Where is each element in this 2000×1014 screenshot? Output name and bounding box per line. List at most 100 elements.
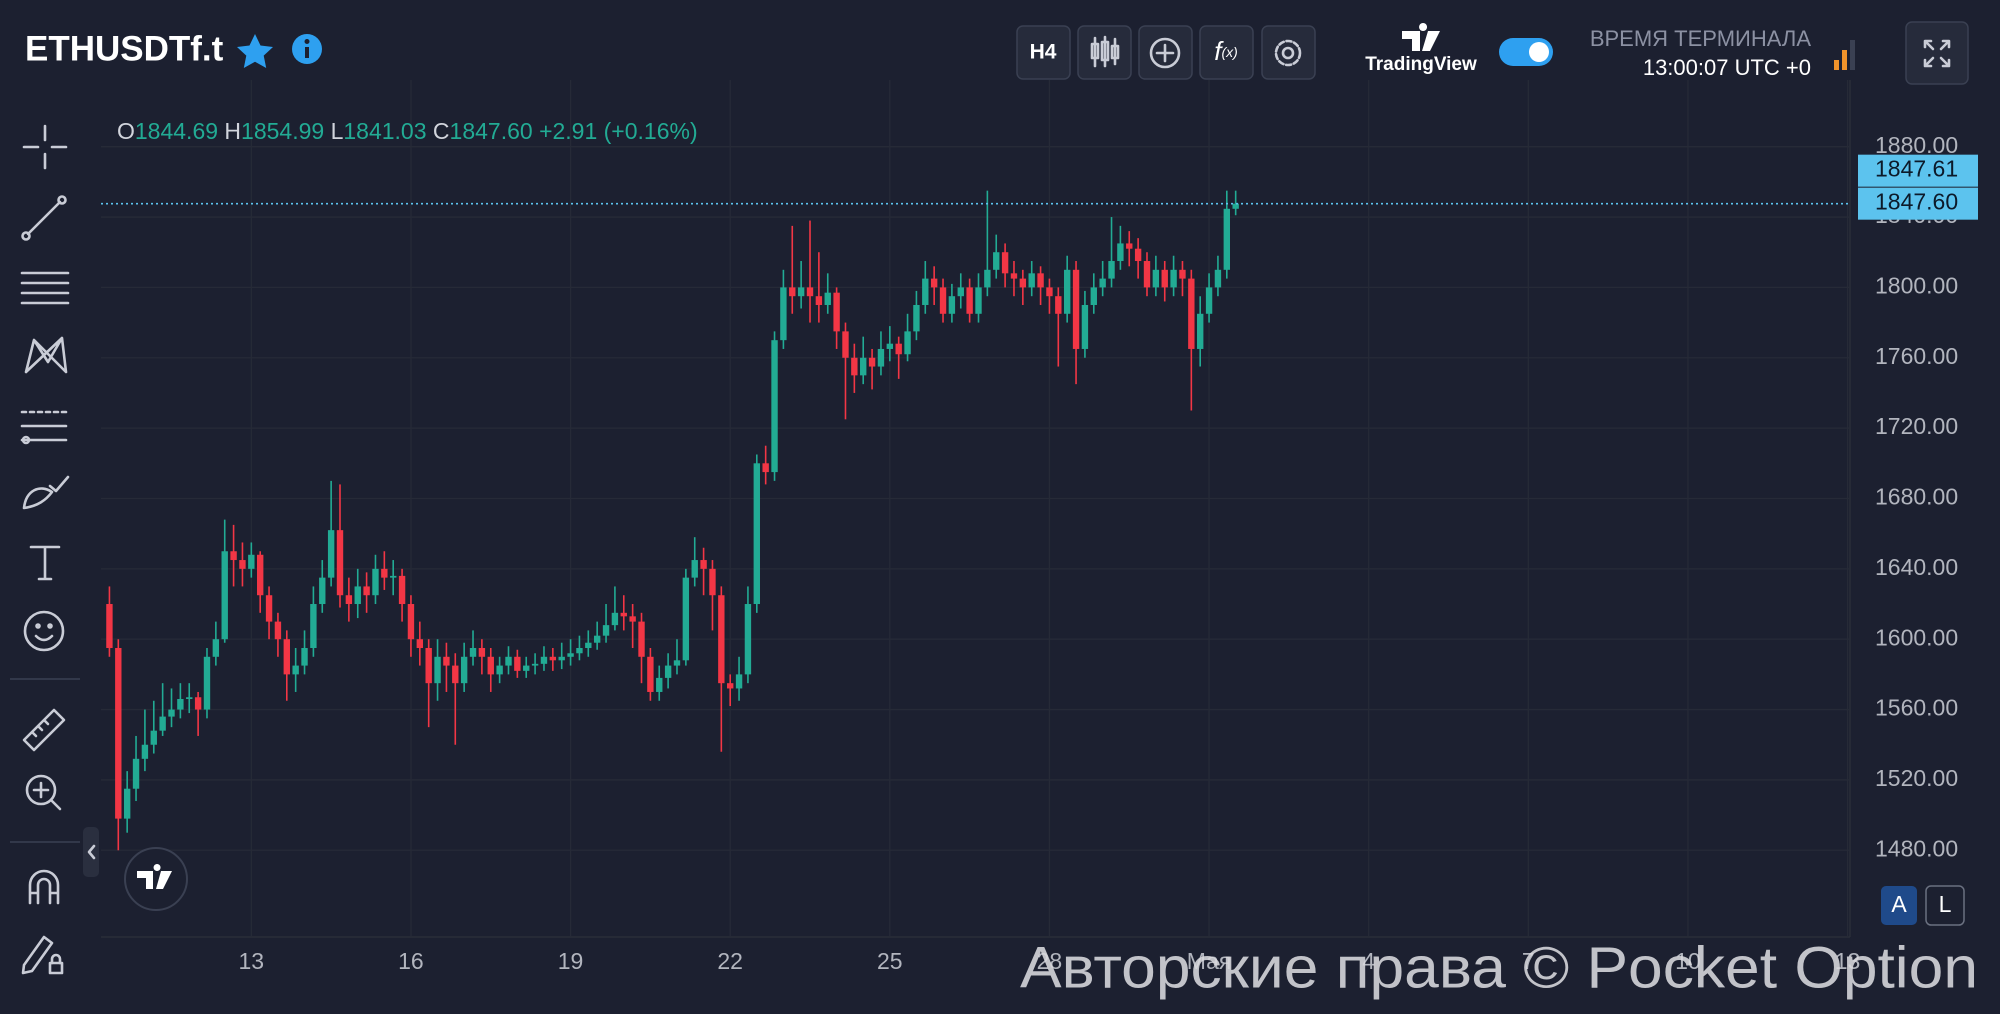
lock-drawings-tool[interactable] (21, 935, 64, 975)
candle-body (159, 716, 166, 731)
candle-body (939, 287, 947, 314)
candle-body (975, 287, 982, 314)
trendline-tool[interactable] (21, 195, 67, 241)
candle-body (1001, 252, 1009, 274)
candle-body (638, 621, 645, 657)
candle-body (407, 604, 415, 640)
toggle[interactable] (1499, 38, 1553, 66)
legend-value: 1847.60 (450, 118, 533, 144)
legend-value: 1844.69 (135, 118, 218, 144)
x-tick-label: 25 (877, 948, 903, 974)
legend-change: +2.91 (+0.16%) (539, 118, 698, 144)
candle-body (523, 665, 530, 671)
candle-body (753, 463, 760, 605)
candle-body (868, 357, 876, 367)
candle-body (194, 697, 202, 710)
candle-body (336, 530, 344, 596)
y-tick-label: 1760.00 (1875, 343, 1958, 369)
candle-body (700, 560, 707, 569)
candle-body (230, 551, 237, 561)
text-tool[interactable] (29, 545, 61, 581)
magnet-tool[interactable] (28, 869, 60, 905)
candle-body (390, 575, 397, 578)
candle-body (345, 595, 353, 605)
candle-body (895, 343, 902, 355)
candle-body (922, 278, 929, 305)
candle-body (168, 709, 175, 717)
log-scale-button[interactable]: L (1925, 885, 1965, 926)
prediction-tool[interactable] (20, 410, 68, 445)
candle-body (886, 343, 894, 349)
candle-body (549, 656, 557, 661)
x-tick-label: 28 (1037, 948, 1063, 974)
y-tick-label: 1640.00 (1875, 554, 1958, 580)
pattern-tool[interactable] (24, 336, 68, 374)
emoji-tool[interactable] (23, 610, 65, 652)
candle-body (771, 340, 778, 473)
candle-body (877, 348, 885, 367)
y-tick-label: 1560.00 (1875, 695, 1958, 721)
price-tag-label: 1847.60 (1875, 189, 1958, 215)
auto-scale-button[interactable]: A (1881, 886, 1917, 925)
x-tick-label: 19 (558, 948, 584, 974)
candle-body (256, 554, 264, 596)
x-tick-label: 4 (1362, 948, 1375, 974)
candle-body (727, 683, 734, 689)
candle-body (620, 612, 627, 617)
candle-body (1134, 248, 1142, 262)
x-tick-label: 22 (717, 948, 743, 974)
candle-body (1223, 208, 1230, 270)
candle-body (1081, 304, 1089, 349)
candle-body (1205, 287, 1213, 314)
fullscreen-button[interactable] (1905, 21, 1969, 85)
candle-body (354, 586, 361, 605)
info-icon[interactable] (292, 34, 322, 64)
candle-body (381, 568, 388, 578)
candle-body (585, 642, 592, 648)
candle-body (593, 635, 601, 643)
favorite-star[interactable] (237, 34, 273, 68)
collapse-toolbar[interactable] (83, 827, 99, 877)
candle-body (780, 287, 787, 341)
candle-body (1170, 269, 1177, 288)
symbol[interactable]: ETHUSDTf.t (25, 29, 224, 68)
crosshair-tool[interactable] (22, 124, 68, 170)
candle-body (815, 296, 823, 305)
candle-body (186, 697, 193, 700)
chart-type-button[interactable] (1077, 25, 1132, 80)
candle-body (416, 639, 424, 648)
candle-body (797, 287, 805, 297)
candle-body (984, 269, 991, 288)
candle-body (948, 296, 956, 314)
candle-body (469, 647, 477, 657)
price-tag (1858, 187, 1978, 220)
candle-body (141, 744, 149, 759)
candle-body (1179, 269, 1186, 279)
candle-body (1019, 278, 1027, 288)
indicators-button[interactable]: f(x) (1199, 25, 1254, 80)
drawing-toolbar (10, 124, 99, 975)
candle-body (966, 287, 973, 314)
chart-layer: 1480.00 1520.00 1560.00 1600.00 1640.00 1680.… (101, 80, 1978, 974)
x-tick-label: 10 (1675, 948, 1701, 974)
brush-tool[interactable] (22, 475, 70, 510)
compare-button[interactable] (1138, 25, 1193, 80)
fib-tool[interactable] (20, 271, 70, 305)
candle-body (1161, 269, 1168, 288)
legend-label: L (331, 118, 344, 144)
candle-body (993, 252, 1000, 270)
terminal-time: 13:00:07 UTC +0 (1643, 55, 1811, 80)
x-tick-label: 13 (239, 948, 265, 974)
candle-body (1232, 203, 1239, 209)
candle-body (1117, 243, 1124, 262)
settings-button[interactable] (1261, 25, 1316, 80)
legend-label: C (433, 118, 450, 144)
timeframe-button[interactable]: H4 (1016, 25, 1071, 80)
candle-body (1072, 269, 1080, 349)
zoom-tool[interactable] (25, 774, 62, 811)
y-tick-label: 1680.00 (1875, 484, 1958, 510)
tradingview-logo: TradingView (1365, 23, 1477, 75)
ruler-tool[interactable] (22, 708, 66, 752)
